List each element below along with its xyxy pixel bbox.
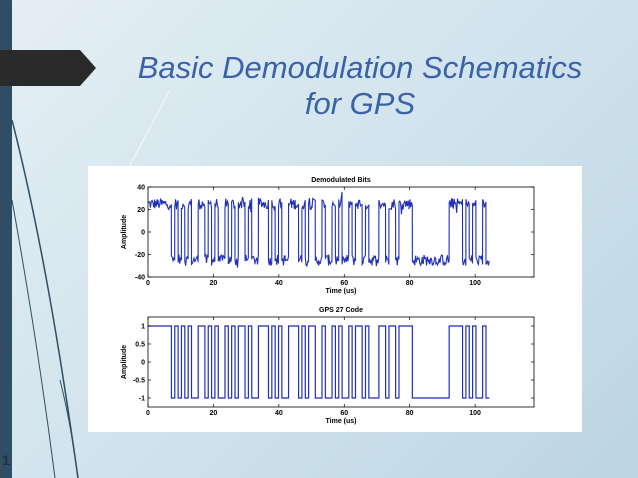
title-arrow-icon [0, 50, 96, 86]
y-tick-label-1-20: 20 [137, 207, 145, 214]
y-tick-label-2--0.5: -0.5 [133, 378, 145, 385]
x-tick-label-1-60: 60 [340, 280, 348, 287]
y-tick-label-2-1: 1 [141, 324, 145, 331]
left-accent-bar [0, 0, 12, 478]
y-tick-label-1-40: 40 [137, 185, 145, 192]
y-tick-label-2-0: 0 [141, 360, 145, 367]
title-line-2: for GPS [304, 86, 416, 121]
x-axis-label-1: Time (us) [326, 288, 357, 295]
x-tick-label-2-20: 20 [210, 410, 218, 417]
y-tick-label-1--40: -40 [135, 275, 145, 282]
x-tick-label-1-80: 80 [406, 280, 414, 287]
signal-line-1 [147, 191, 490, 268]
x-tick-label-1-0: 0 [146, 280, 150, 287]
y-tick-label-2--1: -1 [139, 396, 145, 403]
y-axis-label-1: Amplitude [121, 215, 128, 249]
y-tick-label-2-0.5: 0.5 [135, 342, 145, 349]
y-axis-label-2: Amplitude [121, 345, 128, 379]
x-tick-label-2-60: 60 [340, 410, 348, 417]
x-tick-label-1-20: 20 [210, 280, 218, 287]
plot-title-2: GPS 27 Code [319, 307, 363, 314]
signal-line-2 [148, 325, 490, 399]
x-tick-label-1-40: 40 [275, 280, 283, 287]
y-tick-label-1--20: -20 [135, 252, 145, 259]
y-tick-label-1-0: 0 [141, 230, 145, 237]
x-tick-label-2-0: 0 [146, 410, 150, 417]
page-number: 1 [2, 452, 10, 468]
plot-title-1: Demodulated Bits [311, 177, 371, 184]
x-tick-label-2-80: 80 [406, 410, 414, 417]
figure-panel: Demodulated Bits 0 20 40 60 80 100 -40 -20 0 20 40 T… [88, 166, 582, 432]
x-tick-label-2-100: 100 [469, 410, 481, 417]
title-line-1: Basic Demodulation Schematics [137, 50, 583, 85]
x-tick-label-1-100: 100 [469, 280, 481, 287]
slide-title: Basic Demodulation Schematics for GPS [100, 50, 620, 122]
x-tick-label-2-40: 40 [275, 410, 283, 417]
x-axis-label-2: Time (us) [326, 418, 357, 425]
